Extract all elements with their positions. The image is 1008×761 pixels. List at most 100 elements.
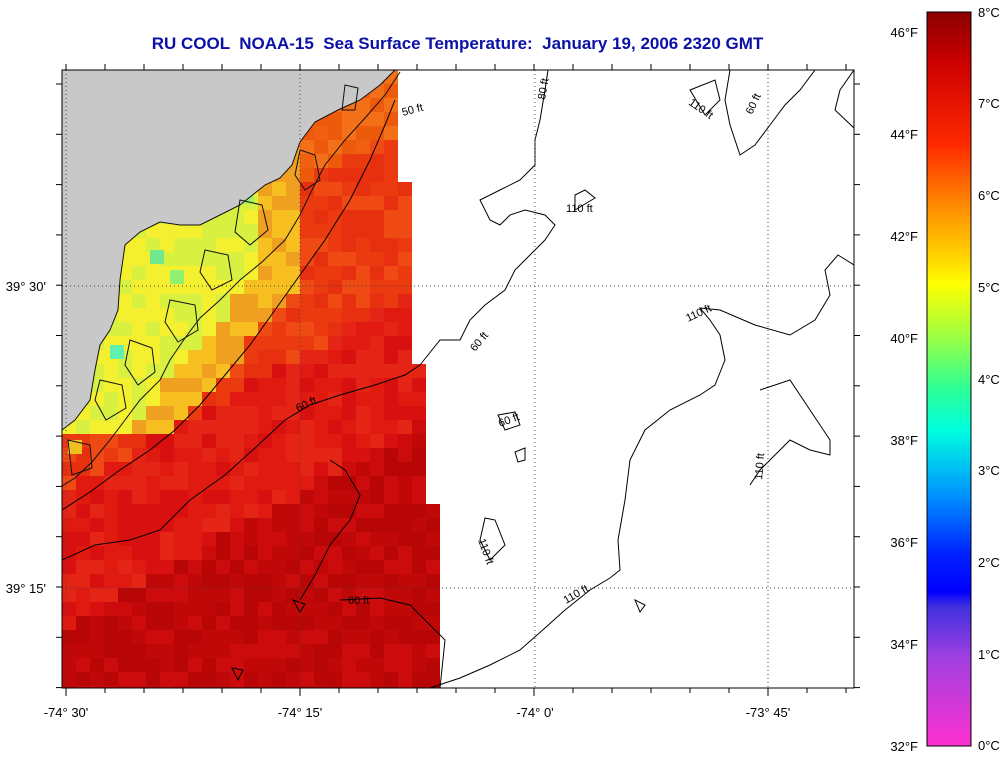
sst-pixel	[188, 224, 202, 238]
sst-pixel	[314, 280, 328, 294]
sst-pixel	[118, 448, 132, 462]
sst-pixel	[188, 658, 202, 672]
sst-pixel	[314, 336, 328, 350]
sst-pixel	[384, 350, 398, 364]
sst-pixel	[202, 336, 216, 350]
sst-pixel	[300, 630, 314, 644]
sst-pixel	[286, 560, 300, 574]
sst-pixel	[104, 392, 118, 406]
sst-pixel	[272, 350, 286, 364]
sst-pixel	[356, 140, 370, 154]
sst-pixel	[230, 588, 244, 602]
sst-pixel	[146, 280, 160, 294]
sst-pixel	[132, 238, 146, 252]
sst-pixel	[370, 182, 384, 196]
sst-pixel	[412, 490, 426, 504]
sst-pixel	[202, 462, 216, 476]
sst-pixel	[300, 462, 314, 476]
sst-pixel	[314, 126, 328, 140]
sst-pixel	[314, 252, 328, 266]
sst-pixel	[356, 462, 370, 476]
sst-pixel	[356, 238, 370, 252]
sst-pixel	[104, 504, 118, 518]
sst-pixel	[286, 658, 300, 672]
sst-pixel	[272, 658, 286, 672]
sst-pixel	[160, 560, 174, 574]
sst-pixel	[146, 420, 160, 434]
sst-pixel	[384, 434, 398, 448]
sst-pixel	[258, 392, 272, 406]
sst-pixel	[342, 448, 356, 462]
sst-pixel	[300, 154, 314, 168]
sst-pixel	[258, 224, 272, 238]
colorbar-c-label: 8°C	[978, 5, 1000, 20]
sst-pixel	[258, 546, 272, 560]
sst-pixel	[328, 266, 342, 280]
sst-pixel	[356, 280, 370, 294]
sst-pixel	[76, 588, 90, 602]
lat-tick-label: 39° 15'	[6, 581, 46, 596]
sst-pixel	[412, 546, 426, 560]
colorbar-f-label: 44°F	[890, 127, 918, 142]
sst-pixel	[174, 490, 188, 504]
sst-pixel	[202, 518, 216, 532]
sst-pixel	[426, 588, 440, 602]
sst-pixel	[286, 350, 300, 364]
sst-pixel	[342, 266, 356, 280]
sst-pixel	[286, 238, 300, 252]
sst-pixel	[300, 546, 314, 560]
sst-pixel	[132, 350, 146, 364]
sst-pixel	[118, 322, 132, 336]
sst-pixel	[62, 518, 76, 532]
sst-pixel	[286, 574, 300, 588]
sst-pixel	[216, 434, 230, 448]
sst-pixel	[132, 560, 146, 574]
sst-pixel	[370, 140, 384, 154]
sst-pixel	[174, 252, 188, 266]
sst-pixel	[174, 308, 188, 322]
sst-pixel	[412, 588, 426, 602]
sst-pixel	[90, 560, 104, 574]
sst-pixel	[118, 658, 132, 672]
sst-pixel	[132, 672, 146, 686]
colorbar-f-label: 40°F	[890, 331, 918, 346]
sst-pixel	[244, 476, 258, 490]
sst-pixel	[384, 322, 398, 336]
sst-pixel	[216, 420, 230, 434]
sst-pixel	[356, 644, 370, 658]
sst-pixel	[426, 546, 440, 560]
sst-pixel	[188, 252, 202, 266]
sst-pixel	[216, 602, 230, 616]
sst-pixel	[244, 504, 258, 518]
sst-pixel	[202, 378, 216, 392]
sst-pixel	[244, 546, 258, 560]
sst-pixel	[342, 252, 356, 266]
sst-pixel	[244, 658, 258, 672]
sst-pixel	[286, 546, 300, 560]
sst-pixel	[398, 672, 412, 686]
sst-pixel	[300, 434, 314, 448]
sst-pixel	[384, 224, 398, 238]
sst-pixel	[328, 182, 342, 196]
sst-pixel	[384, 168, 398, 182]
sst-pixel	[356, 196, 370, 210]
sst-pixel	[258, 448, 272, 462]
sst-pixel	[62, 546, 76, 560]
sst-pixel	[384, 196, 398, 210]
sst-pixel	[272, 462, 286, 476]
sst-pixel	[314, 140, 328, 154]
sst-pixel	[398, 658, 412, 672]
sst-pixel	[202, 238, 216, 252]
sst-pixel	[314, 602, 328, 616]
sst-pixel	[132, 588, 146, 602]
sst-pixel	[272, 182, 286, 196]
sst-pixel	[370, 644, 384, 658]
colorbar-c-label: 1°C	[978, 647, 1000, 662]
sst-pixel	[118, 364, 132, 378]
sst-pixel	[202, 280, 216, 294]
sst-pixel	[384, 140, 398, 154]
sst-pixel	[384, 644, 398, 658]
sst-pixel	[216, 644, 230, 658]
sst-pixel	[412, 672, 426, 686]
sst-pixel	[62, 630, 76, 644]
